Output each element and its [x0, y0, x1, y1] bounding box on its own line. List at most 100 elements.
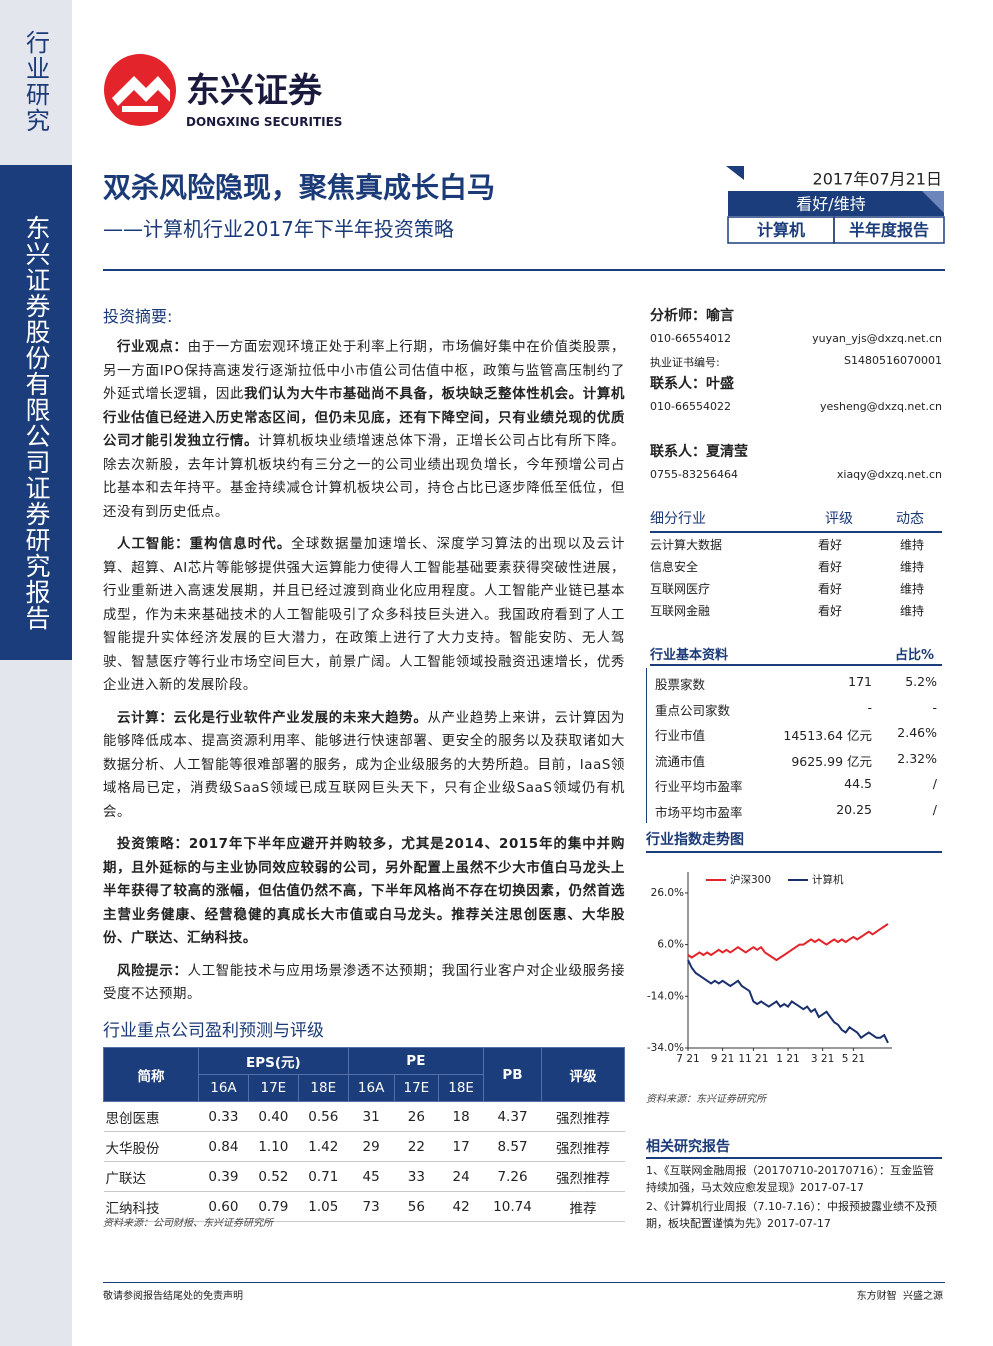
contact-phone: 010-66554022: [650, 400, 731, 413]
y-tick-label: 6.0%: [657, 939, 684, 951]
sub-industry-cell: 看好: [818, 604, 843, 618]
sub-industry-cell: 信息安全: [650, 560, 699, 574]
x-tick-label: 5 21: [842, 1053, 865, 1065]
summary-run: 由于一方面宏观环境正处于利率上行期，市场偏好集中在价值类股票，另一方面IPO保持…: [103, 340, 625, 402]
table-cell: 4.37: [483, 1101, 542, 1132]
summary-run: 人工智能：重构信息时代。: [117, 537, 292, 552]
table-cell: 26: [394, 1101, 439, 1132]
header-cell: 评级: [541, 1047, 625, 1102]
table-cell: 0.40: [248, 1101, 299, 1132]
contact-email: yuyan_yjs@dxzq.net.cn: [812, 332, 942, 345]
basic-label: 行业市值: [655, 728, 706, 744]
basic-label: 行业平均市盈率: [655, 779, 743, 795]
sub-industry-cell: 云计算大数据: [650, 538, 723, 552]
sidebar-top: [0, 0, 72, 165]
logo: 东兴证券 DONGXING SECURITIES: [104, 54, 342, 129]
sub-industry-rule: [650, 531, 942, 533]
summary-paragraph: 人工智能：重构信息时代。全球数据量加速增长、深度学习算法的出现以及云计算、超算、…: [103, 533, 625, 698]
basic-value: 14513.64 亿元: [783, 728, 872, 744]
table-cell: 22: [394, 1131, 439, 1162]
y-tick-label: -14.0%: [647, 990, 684, 1002]
logo-name-en: DONGXING SECURITIES: [186, 115, 342, 129]
related-list: 1、《互联网金融周报（20170710-20170716）：互金监管持续加强，马…: [646, 1162, 942, 1234]
summary-paragraph: 风险提示：人工智能技术与应用场景渗透不达预期；我国行业客户对企业级服务接受度不达…: [103, 960, 625, 1007]
table-cell: 0.39: [198, 1161, 249, 1192]
summary-run: 从产业趋势上来讲，云计算因为能够降低成本、提高资源利用率、能够进行快速部署、更安…: [103, 710, 625, 820]
basic-value: 20.25: [836, 802, 872, 817]
basic-share: 2.46%: [897, 725, 937, 741]
contact-role: 联系人：叶盛: [650, 376, 734, 392]
summary-run: 计算机板块业绩增速总体下滑，正增长公司占比有所下降。除去次新股，去年计算机板块约…: [103, 434, 625, 520]
report-type: 半年度报告: [849, 221, 929, 240]
sub-industry-cell: 维持: [900, 538, 925, 552]
header-box: 2017年07月21日 看好/维持 计算机 半年度报告: [726, 166, 945, 244]
header-rule: [103, 269, 945, 271]
table-cell: 1.10: [248, 1131, 299, 1162]
footer-disclaimer: 敬请参阅报告结尾处的免责声明: [103, 1291, 243, 1302]
x-tick-label: 3 21: [811, 1053, 834, 1065]
table-cell: 33: [394, 1161, 439, 1192]
table-cell: 29: [348, 1131, 395, 1162]
subheader-cell: 16A: [347, 1074, 395, 1102]
contact-role: 分析师：喻言: [650, 308, 734, 324]
basic-side-line: [646, 668, 647, 823]
sub-industry-cell: 维持: [900, 582, 925, 596]
sub-industry-cell: 维持: [900, 560, 925, 574]
contact-email: yesheng@dxzq.net.cn: [819, 400, 942, 413]
summary-run: 我们认为大牛市基础尚不具备，板块缺乏整体性机会。计算机行业估值已经进入历史常态区…: [103, 387, 626, 449]
basic-label: 股票家数: [655, 677, 706, 692]
related-rule: [646, 1157, 942, 1159]
series-line: [687, 959, 889, 1044]
table-cell: 思创医惠: [103, 1101, 199, 1132]
contact-cert-label: 执业证书编号:: [650, 356, 720, 369]
table-cell: 0.79: [248, 1191, 299, 1222]
chart-title: 行业指数走势图: [646, 832, 744, 848]
related-heading: 相关研究报告: [646, 1139, 730, 1155]
sidebar-category: 行业研究: [21, 30, 50, 134]
table-cell: 广联达: [103, 1161, 199, 1192]
sub-industry-cell: 互联网金融: [650, 604, 711, 618]
table-cell: 0.71: [298, 1161, 349, 1192]
x-tick-label: 1 21: [776, 1053, 799, 1065]
table-cell: 10.74: [483, 1191, 542, 1222]
report-title: 双杀风险隐现，聚焦真成长白马: [103, 171, 496, 204]
basic-share: /: [932, 802, 937, 817]
sub-industry-header: 评级: [825, 511, 853, 527]
subheader-row: 16A 17E 18E 16A 17E 18E: [104, 1074, 625, 1102]
table-row: 广联达 0.39 0.52 0.71 45 33 24 7.26 强烈推荐: [103, 1161, 625, 1192]
sidebar-main: [0, 165, 72, 660]
contact-phone: 010-66554012: [650, 332, 731, 345]
report-date: 2017年07月21日: [813, 170, 942, 189]
sub-industry-header: 动态: [896, 511, 924, 527]
basic-label: 市场平均市盈率: [655, 805, 743, 820]
summary-run: 云计算：云化是行业软件产业发展的未来大趋势。: [117, 710, 428, 726]
basic-value: 9625.99 亿元: [791, 753, 872, 769]
table-cell: 0.60: [198, 1191, 249, 1222]
basic-label: 流通市值: [655, 753, 706, 769]
basic-value: 171: [848, 674, 872, 689]
table-cell: 0.56: [298, 1101, 349, 1132]
rating: 看好/维持: [796, 195, 865, 214]
index-chart: 26.0% 6.0% -14.0% -34.0%7 21 9 21 11 21 1 21 3 …: [647, 872, 892, 1065]
legend-label: 计算机: [812, 873, 844, 886]
subheader-cell: 16A: [198, 1074, 249, 1102]
summary-paragraph: 投资策略：2017年下半年应避开并购较多，尤其是2014、2015年的集中并购期…: [103, 833, 625, 951]
summary-run: 风险提示：: [117, 963, 188, 979]
subheader-cell: 18E: [297, 1074, 349, 1102]
header-cell: PE: [347, 1047, 485, 1075]
basic-rule: [650, 664, 942, 666]
table-cell: 31: [348, 1101, 395, 1132]
header-cell: PB: [483, 1047, 542, 1102]
x-tick-label: 11 21: [738, 1053, 768, 1065]
basic-share: 2.32%: [897, 750, 937, 766]
summary-run: 人工智能技术与应用场景渗透不达预期；我国行业客户对企业级服务接受度不达预期。: [103, 963, 625, 1003]
table-cell: 0.33: [198, 1101, 249, 1132]
basic-info: 行业基本资料 占比% 股票家数 171 5.2% 重点公司家数 - - 行业市值 14513.64…: [646, 642, 942, 827]
table-cell: 0.84: [198, 1131, 249, 1162]
sub-industry-cell: 看好: [818, 582, 843, 596]
forecast-table: 简称 EPS(元) PE PB 评级 16A 17E 18E 16A 17E 18E 思创医惠 0.33…: [103, 1047, 625, 1222]
summary-run: 全球数据量加速增长、深度学习算法的出现以及云计算、超算、AI芯片等能够提供强大运…: [103, 537, 625, 693]
summary-heading: 投资摘要:: [103, 307, 173, 326]
y-tick-label: 26.0%: [651, 887, 684, 899]
table-cell: 0.52: [248, 1161, 299, 1192]
